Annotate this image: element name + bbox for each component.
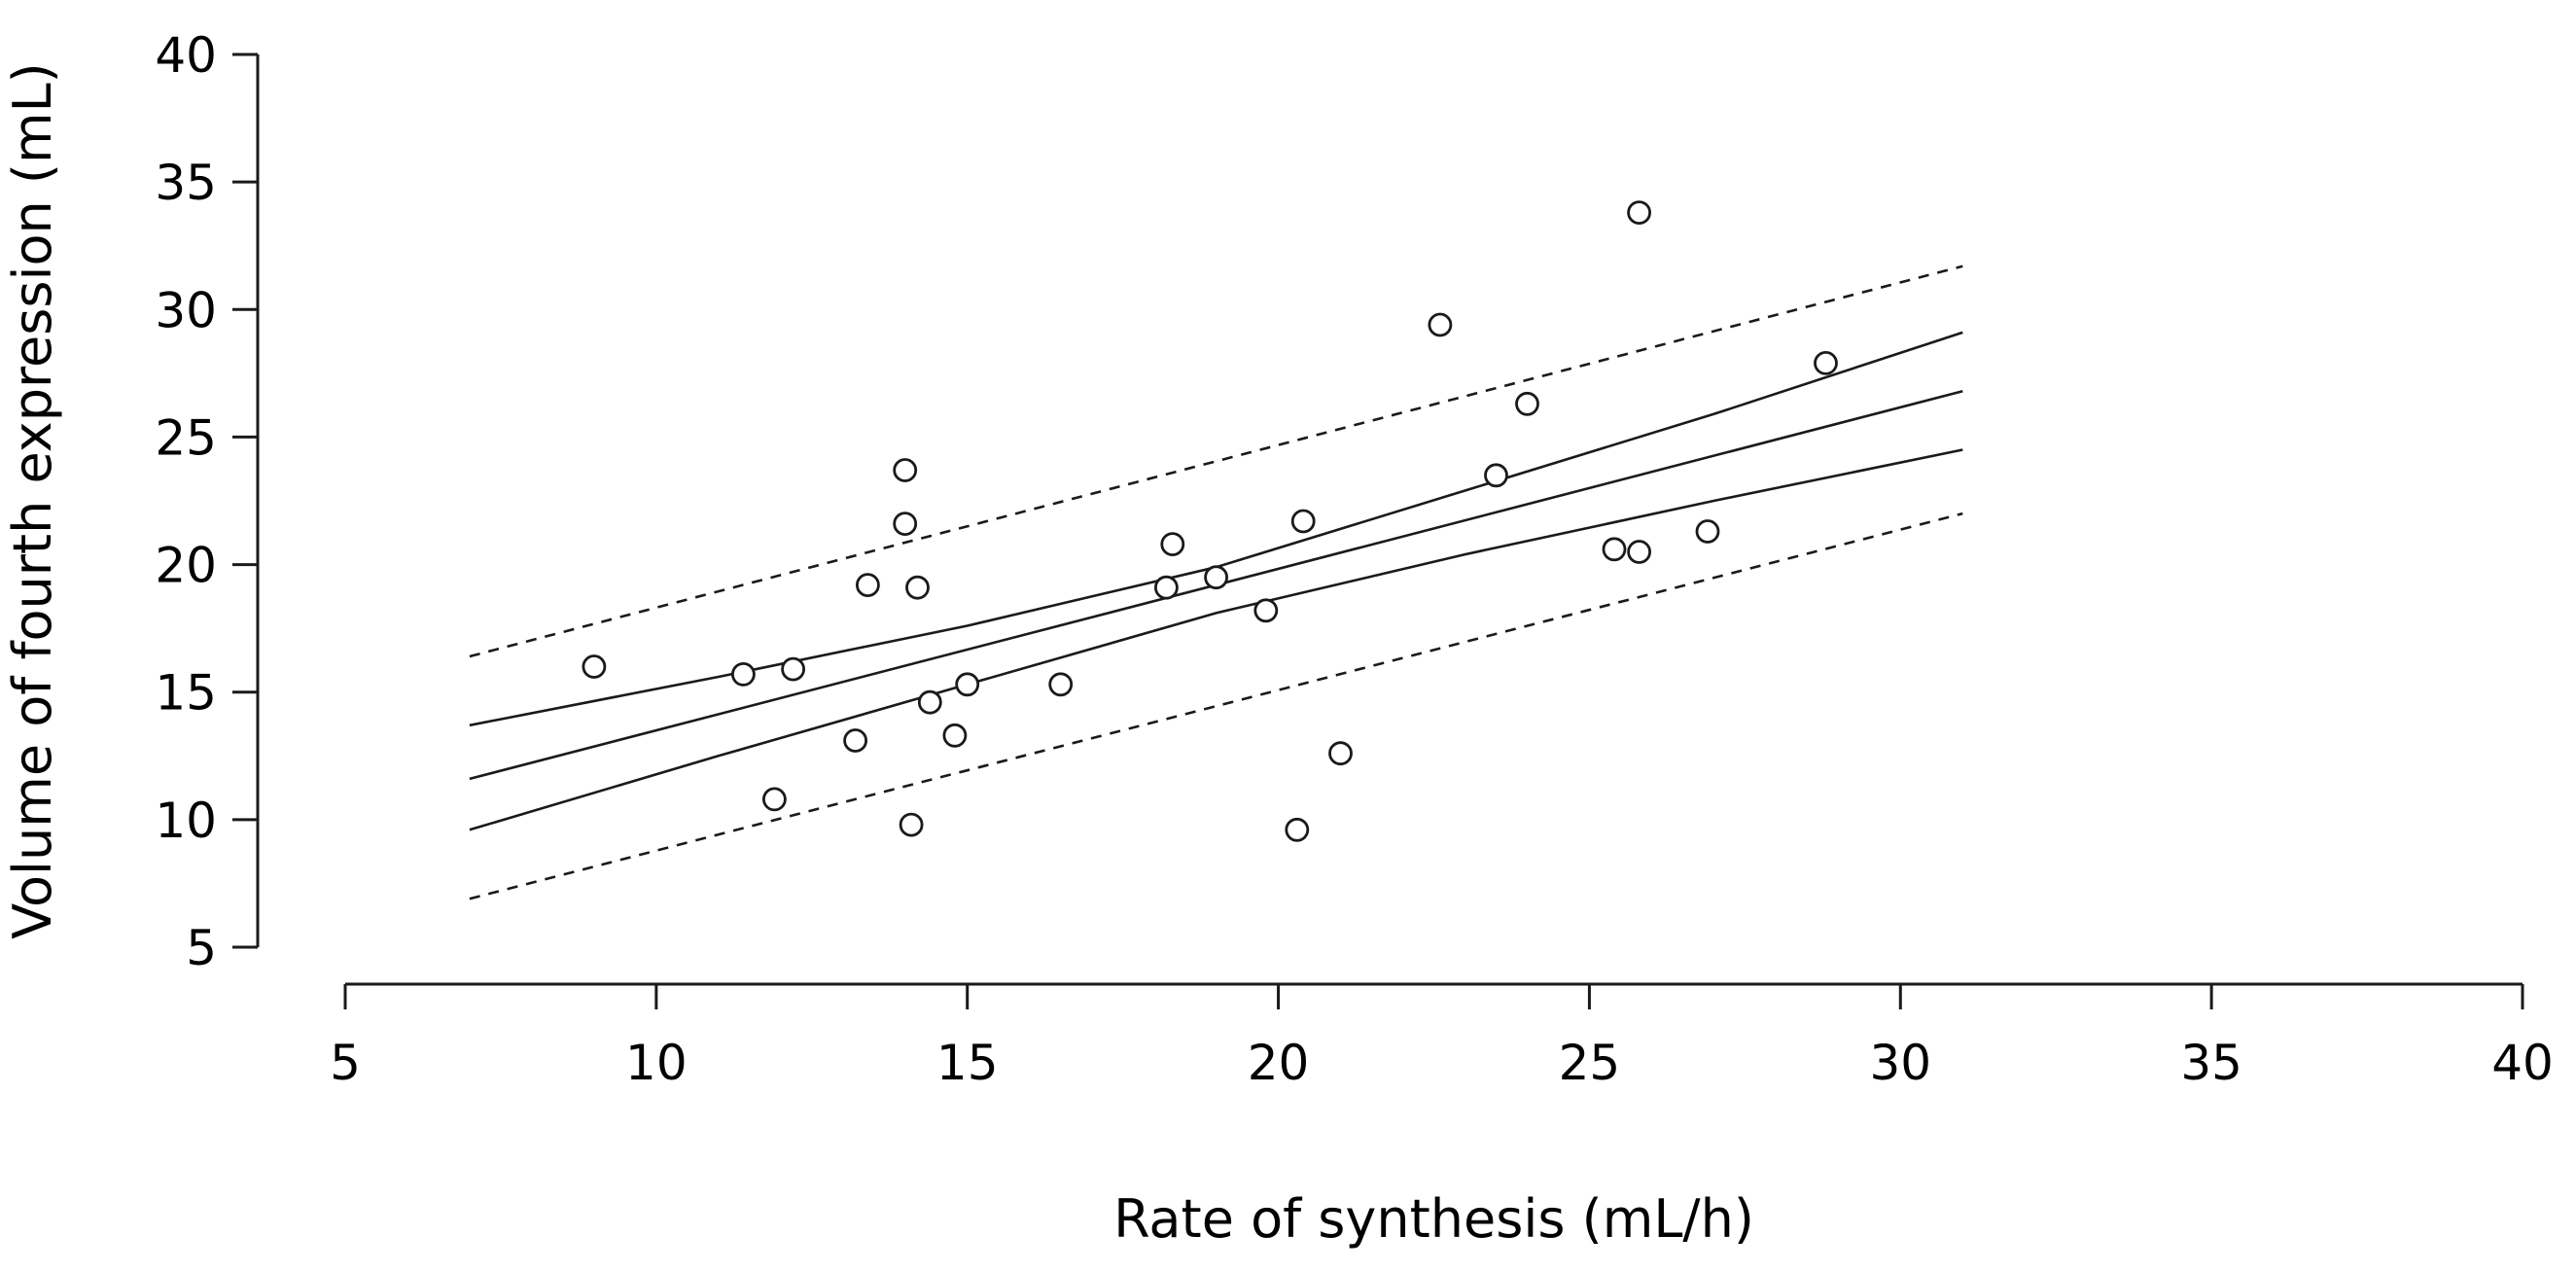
y-tick-label: 10 xyxy=(155,793,217,849)
data-point xyxy=(1627,200,1651,226)
data-points xyxy=(582,200,1838,842)
data-point xyxy=(1285,817,1310,842)
y-tick-label: 40 xyxy=(155,27,217,84)
y-tick-label: 15 xyxy=(155,665,217,722)
y-tick-label: 5 xyxy=(186,920,217,976)
x-tick-label: 10 xyxy=(625,1035,688,1091)
y-tick-label: 30 xyxy=(155,282,217,338)
data-point xyxy=(942,723,968,748)
data-point xyxy=(1515,391,1539,416)
data-point xyxy=(856,573,880,597)
data-point xyxy=(762,787,787,812)
data-point xyxy=(1602,537,1627,562)
data-point xyxy=(843,728,867,753)
data-point xyxy=(781,656,805,682)
data-point xyxy=(1204,565,1228,590)
x-tick-label: 35 xyxy=(2180,1035,2242,1091)
data-point xyxy=(1160,532,1185,556)
x-tick-label: 25 xyxy=(1559,1035,1621,1091)
data-point xyxy=(893,512,918,536)
data-point xyxy=(905,575,930,600)
prediction-upper-line xyxy=(469,265,1963,658)
prediction-lower-line xyxy=(469,512,1963,900)
y-tick-label: 25 xyxy=(155,409,217,466)
data-point xyxy=(955,672,980,697)
data-point xyxy=(582,654,607,679)
y-tick-label: 35 xyxy=(155,155,217,211)
data-point xyxy=(1290,509,1316,534)
data-point xyxy=(1328,741,1353,766)
y-axis: 5 10 15 20 25 30 35 40 xyxy=(155,27,260,976)
x-tick-label: 15 xyxy=(936,1035,999,1091)
data-point xyxy=(893,458,918,482)
data-point xyxy=(731,662,756,687)
x-axis: 5 10 15 20 25 30 35 40 xyxy=(330,982,2554,1091)
data-point xyxy=(917,689,942,715)
confidence-lower-line xyxy=(469,448,1963,831)
x-tick-label: 30 xyxy=(1869,1035,1931,1091)
x-tick-label: 20 xyxy=(1248,1035,1310,1091)
x-axis-title: Rate of synthesis (mL/h) xyxy=(1113,1188,1754,1250)
data-point xyxy=(1253,598,1279,623)
y-tick-label: 20 xyxy=(155,538,217,594)
x-tick-label: 5 xyxy=(330,1035,361,1091)
data-point xyxy=(1484,463,1508,488)
data-point xyxy=(1695,519,1720,544)
x-tick-label: 40 xyxy=(2491,1035,2554,1091)
data-point xyxy=(899,812,924,837)
confidence-upper-line xyxy=(469,331,1963,727)
data-point xyxy=(1814,350,1838,375)
y-axis-title: Volume of fourth expression (mL) xyxy=(2,62,63,939)
data-point xyxy=(1048,672,1074,697)
data-point xyxy=(1154,575,1179,600)
data-point xyxy=(1428,312,1453,337)
data-point xyxy=(1627,540,1651,564)
